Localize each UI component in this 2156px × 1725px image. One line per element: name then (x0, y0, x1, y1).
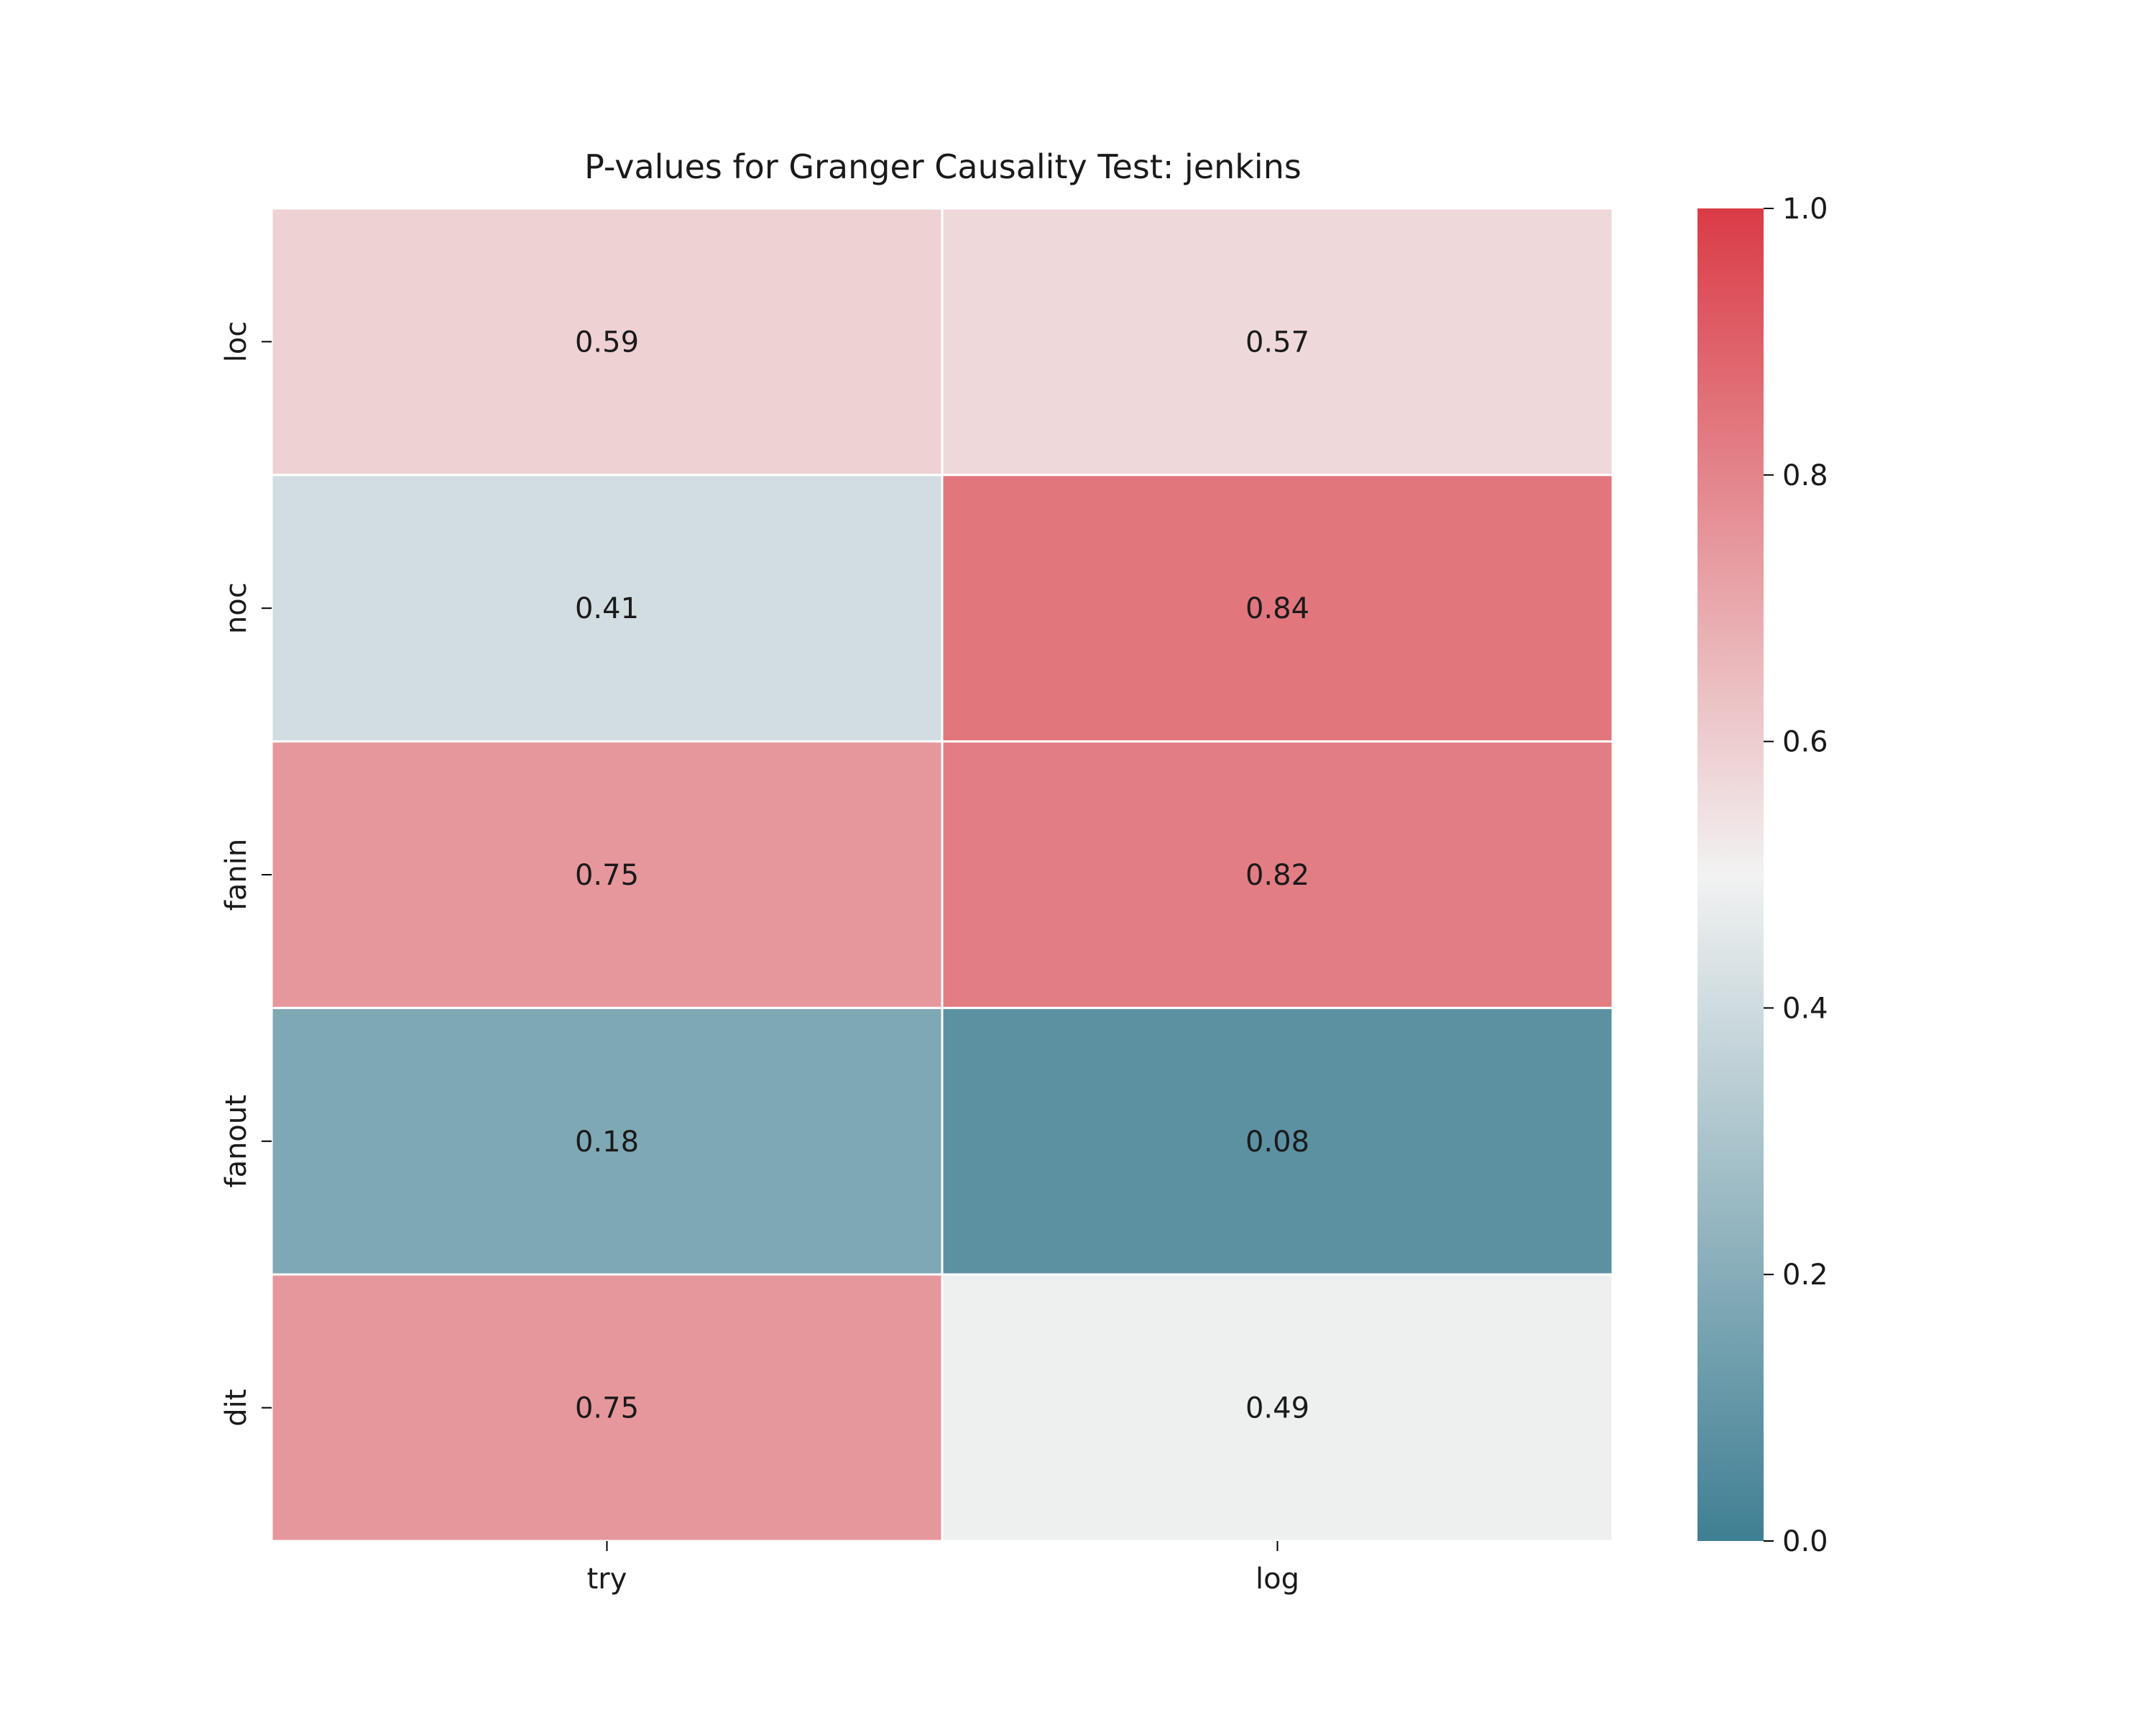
heatmap-cell (941, 1273, 1614, 1542)
y-tick-label: fanout (220, 1095, 253, 1187)
colorbar-tick-label: 0.6 (1782, 726, 1828, 759)
colorbar-tick-label: 0.4 (1782, 992, 1828, 1025)
colorbar-tick-label: 0.8 (1782, 459, 1828, 492)
heatmap-cell (941, 740, 1614, 1009)
cell-value-label: 0.75 (575, 1392, 639, 1425)
heatmap-cell (941, 1006, 1614, 1276)
cell-value-label: 0.08 (1245, 1126, 1309, 1159)
colorbar-tick-label: 1.0 (1782, 193, 1828, 226)
y-tick-label: dit (220, 1389, 253, 1427)
y-tick-label: fanin (220, 839, 253, 911)
heatmap-cell (270, 474, 944, 743)
colorbar: 0.0 0.2 0.4 0.6 0.8 1.0 (1697, 193, 1828, 1558)
heatmap-cell (270, 740, 944, 1009)
heatmap-cells: 0.59 0.57 0.41 0.84 0.75 0.82 0.18 0.08 0.75 0.49 (270, 207, 1614, 1542)
heatmap-cell (270, 1006, 944, 1276)
x-tick-label: log (1256, 1563, 1299, 1596)
heatmap-cell (941, 207, 1614, 477)
x-tick-label: try (587, 1563, 627, 1596)
y-tick-label: noc (220, 582, 253, 634)
cell-value-label: 0.49 (1245, 1392, 1309, 1425)
cell-value-label: 0.75 (575, 859, 639, 892)
colorbar-gradient (1697, 208, 1764, 1541)
chart-title: P-values for Granger Causality Test: jen… (584, 147, 1302, 186)
x-axis: try log (587, 1541, 1299, 1596)
colorbar-ticks: 0.0 0.2 0.4 0.6 0.8 1.0 (1764, 193, 1828, 1558)
cell-value-label: 0.82 (1245, 859, 1309, 892)
y-axis: loc noc fanin fanout dit (220, 321, 272, 1427)
cell-value-label: 0.84 (1245, 592, 1309, 625)
heatmap-cell (270, 207, 944, 477)
cell-value-label: 0.41 (575, 592, 639, 625)
colorbar-tick-label: 0.0 (1782, 1525, 1828, 1558)
heatmap-cell (941, 474, 1614, 743)
cell-value-label: 0.18 (575, 1126, 639, 1159)
cell-value-label: 0.59 (575, 326, 639, 359)
colorbar-tick-label: 0.2 (1782, 1259, 1828, 1292)
y-tick-label: loc (220, 321, 253, 363)
cell-value-label: 0.57 (1245, 326, 1309, 359)
